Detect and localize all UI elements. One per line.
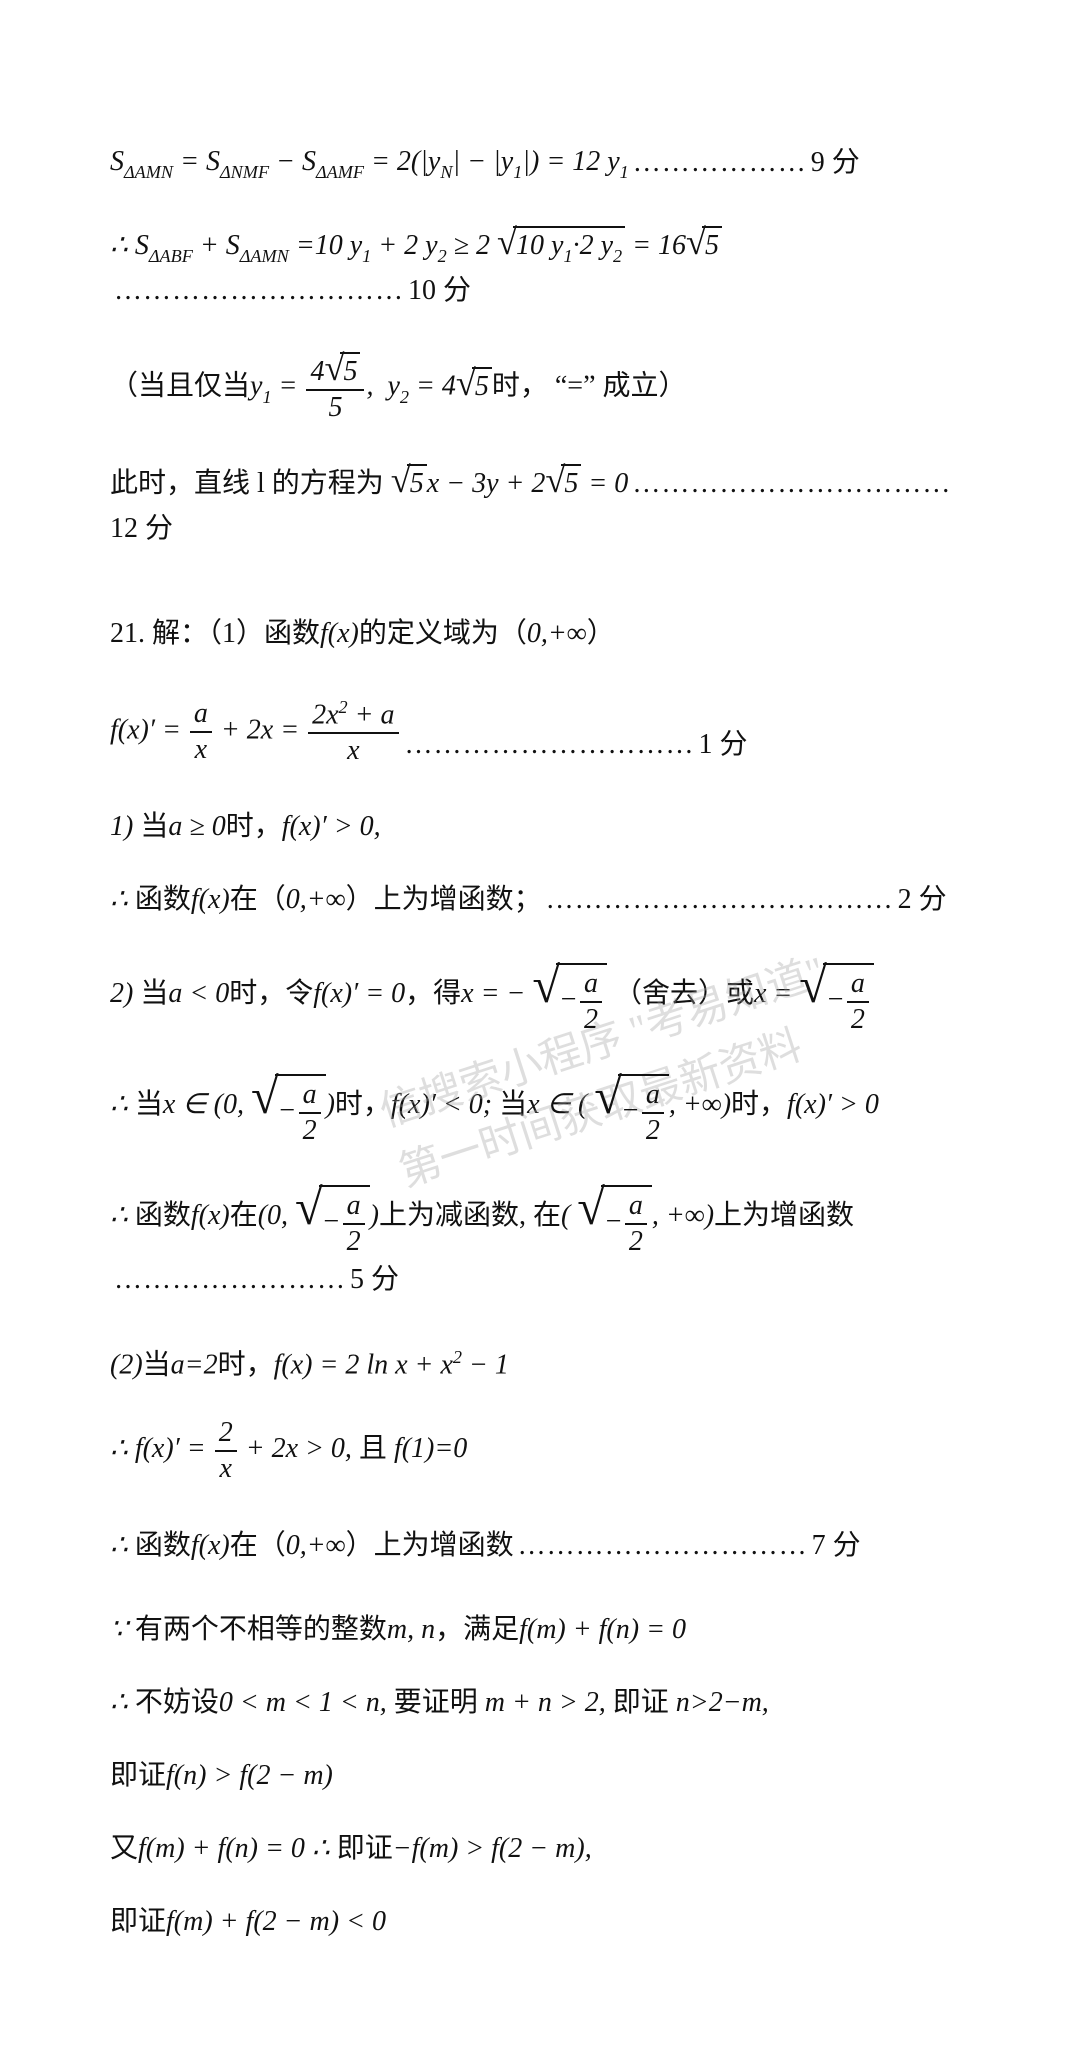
- equation-line-5: 21. 解：（1）函数f(x)的定义域为（0,+∞）: [110, 612, 970, 657]
- equation-line-8: ∴ 函数f(x)在（0,+∞）上为增函数； ……………………………… 2 分: [110, 878, 970, 923]
- equation-line-12: (2)当a=2时，f(x) = 2 ln x + x2 − 1: [110, 1343, 970, 1388]
- expr-14: ∴ 函数f(x)在（0,+∞）上为增函数: [110, 1524, 514, 1569]
- equation-line-18: 又f(m) + f(n) = 0 ∴ 即证−f(m) > f(2 − m),: [110, 1827, 970, 1872]
- expr-8: ∴ 函数f(x)在（0,+∞）上为增函数；: [110, 878, 542, 923]
- expr-4: 此时，直线 l 的方程为 √5x − 3y + 2√5 = 0: [110, 462, 628, 507]
- score-dots-4: ……………………………: [632, 462, 951, 507]
- expr-17: 即证f(n) > f(2 − m): [110, 1754, 333, 1799]
- equation-line-11: ∴ 函数f(x)在(0, √−a2)上为减函数, 在( √−a2, +∞)上为增…: [110, 1185, 970, 1303]
- expr-3: （当且仅当y1 = 4√55, y2 = 4√5时， “=” 成立）: [110, 352, 687, 424]
- equation-line-3: （当且仅当y1 = 4√55, y2 = 4√5时， “=” 成立）: [110, 352, 970, 424]
- expr-2: ∴ SΔABF + SΔAMN =10 y1 + 2 y2 ≥ 2 √10 y1…: [110, 224, 722, 270]
- score-1: 9 分: [811, 141, 860, 186]
- score-14: 7 分: [812, 1524, 861, 1569]
- score-dots-1: ………………: [633, 141, 807, 186]
- expr-7: 1) 当a ≥ 0时，f(x)′ > 0,: [110, 805, 381, 850]
- score-dots-14: …………………………: [518, 1524, 808, 1569]
- equation-line-1: SΔAMN = SΔNMF − SΔAMF = 2(|yN| − |y1|) =…: [110, 140, 970, 186]
- equation-line-7: 1) 当a ≥ 0时，f(x)′ > 0,: [110, 805, 970, 850]
- expr-1: SΔAMN = SΔNMF − SΔAMF = 2(|yN| − |y1|) =…: [110, 140, 629, 186]
- score-6: 1 分: [699, 723, 748, 768]
- expr-9: 2) 当a < 0时，令f(x)′ = 0，得x = − √−a2 （舍去）或x…: [110, 963, 874, 1036]
- score-dots-11: ……………………: [114, 1258, 346, 1303]
- expr-12: (2)当a=2时，f(x) = 2 ln x + x2 − 1: [110, 1343, 509, 1388]
- expr-19: 即证f(m) + f(2 − m) < 0: [110, 1900, 386, 1945]
- expr-5: 21. 解：（1）函数f(x)的定义域为（0,+∞）: [110, 612, 615, 657]
- score-4: 12 分: [110, 507, 173, 552]
- expr-13: ∴ f(x)′ = 2x + 2x > 0, 且 f(1)=0: [110, 1416, 467, 1485]
- equation-line-15: ∵ 有两个不相等的整数m, n，满足f(m) + f(n) = 0: [110, 1608, 970, 1653]
- equation-line-10: ∴ 当x ∈ (0, √−a2)时，f(x)′ < 0; 当x ∈ ( √−a2…: [110, 1074, 970, 1147]
- score-8: 2 分: [898, 878, 947, 923]
- equation-line-14: ∴ 函数f(x)在（0,+∞）上为增函数 ………………………… 7 分: [110, 1524, 970, 1569]
- math-solution-page: 信搜索小程序 "考易知道" 第一时间获取最新资料 SΔAMN = SΔNMF −…: [0, 0, 1080, 2052]
- score-dots-2: …………………………: [114, 269, 404, 314]
- equation-line-16: ∴ 不妨设0 < m < 1 < n, 要证明 m + n > 2, 即证 n>…: [110, 1681, 970, 1726]
- score-2: 10 分: [408, 269, 471, 314]
- expr-10: ∴ 当x ∈ (0, √−a2)时，f(x)′ < 0; 当x ∈ ( √−a2…: [110, 1074, 879, 1147]
- equation-line-19: 即证f(m) + f(2 − m) < 0: [110, 1900, 970, 1945]
- equation-line-4: 此时，直线 l 的方程为 √5x − 3y + 2√5 = 0 ………………………: [110, 462, 970, 552]
- expr-18: 又f(m) + f(n) = 0 ∴ 即证−f(m) > f(2 − m),: [110, 1827, 592, 1872]
- equation-line-17: 即证f(n) > f(2 − m): [110, 1754, 970, 1799]
- expr-16: ∴ 不妨设0 < m < 1 < n, 要证明 m + n > 2, 即证 n>…: [110, 1681, 769, 1726]
- expr-6: f(x)′ = ax + 2x = 2x2 + ax: [110, 697, 401, 768]
- score-dots-6: …………………………: [405, 723, 695, 768]
- equation-line-9: 2) 当a < 0时，令f(x)′ = 0，得x = − √−a2 （舍去）或x…: [110, 963, 970, 1036]
- expr-15: ∵ 有两个不相等的整数m, n，满足f(m) + f(n) = 0: [110, 1608, 686, 1653]
- equation-line-13: ∴ f(x)′ = 2x + 2x > 0, 且 f(1)=0: [110, 1416, 970, 1485]
- expr-11: ∴ 函数f(x)在(0, √−a2)上为减函数, 在( √−a2, +∞)上为增…: [110, 1185, 854, 1258]
- equation-line-2: ∴ SΔABF + SΔAMN =10 y1 + 2 y2 ≥ 2 √10 y1…: [110, 224, 970, 315]
- equation-line-6: f(x)′ = ax + 2x = 2x2 + ax ………………………… 1 …: [110, 697, 970, 768]
- score-11: 5 分: [350, 1258, 399, 1303]
- score-dots-8: ………………………………: [546, 878, 894, 923]
